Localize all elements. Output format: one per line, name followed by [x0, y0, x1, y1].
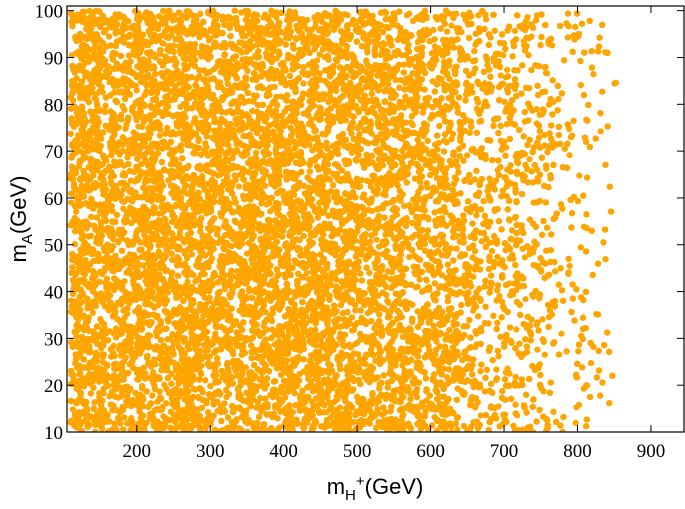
data-points [67, 7, 619, 432]
data-point [504, 66, 511, 73]
data-point [303, 270, 310, 277]
data-point [558, 330, 565, 337]
data-point [526, 156, 533, 163]
data-point [211, 426, 218, 432]
data-point [409, 122, 416, 129]
data-point [513, 326, 520, 333]
data-point [541, 132, 548, 139]
data-point [539, 316, 546, 323]
data-point [575, 401, 583, 408]
data-point [192, 95, 200, 102]
data-point [481, 388, 488, 395]
data-point [235, 183, 242, 190]
data-point [534, 346, 541, 353]
data-point [448, 22, 455, 29]
data-point [69, 406, 76, 413]
data-point [511, 27, 518, 34]
data-point [86, 7, 93, 14]
data-point [454, 426, 461, 432]
data-point [541, 351, 548, 358]
data-point [572, 419, 579, 426]
data-point [477, 412, 484, 419]
data-point [397, 77, 404, 84]
data-point [423, 277, 430, 284]
data-point [373, 236, 380, 243]
data-point [522, 296, 529, 303]
data-point [576, 172, 583, 179]
data-point [566, 152, 573, 159]
data-point [156, 132, 163, 139]
data-point [521, 254, 529, 261]
data-point [597, 128, 604, 135]
data-point [89, 309, 96, 316]
data-point [494, 253, 501, 260]
data-point [566, 262, 573, 269]
data-point [275, 252, 282, 259]
data-point [497, 72, 504, 79]
data-point [464, 152, 471, 159]
